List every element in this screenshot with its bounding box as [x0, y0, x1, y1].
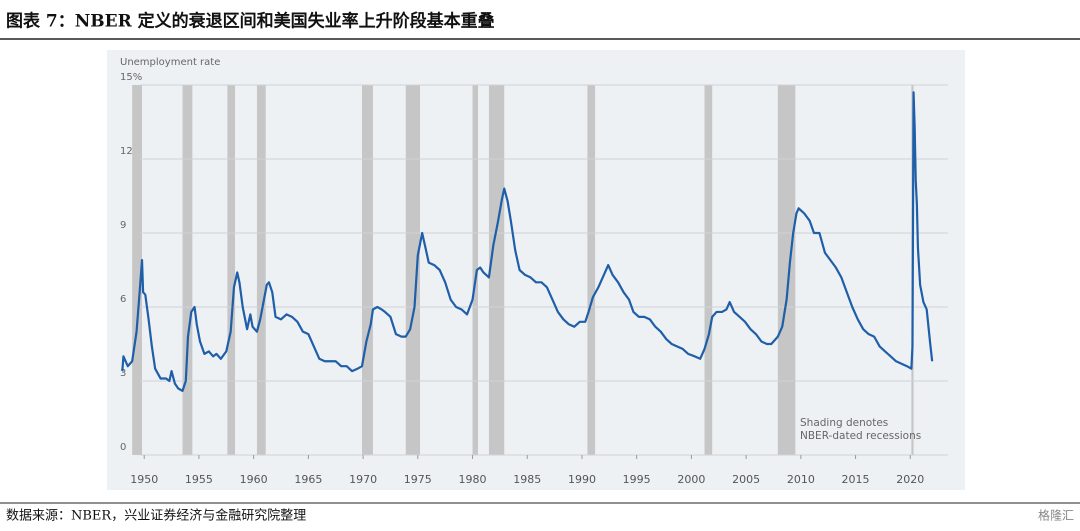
recession-band — [405, 85, 420, 455]
recession-band — [132, 85, 143, 455]
annotation: Shading denotes — [800, 417, 888, 429]
y-tick-label: 0 — [120, 442, 126, 453]
x-tick-label: 1955 — [185, 473, 213, 486]
annotation: NBER-dated recessions — [800, 430, 921, 442]
y-tick-label: 12 — [120, 146, 133, 157]
x-tick-label: 1965 — [294, 473, 322, 486]
y-tick-label: 3 — [120, 368, 126, 379]
recession-band — [227, 85, 236, 455]
recession-band — [361, 85, 373, 455]
recession-band — [472, 85, 478, 455]
x-tick-label: 2010 — [787, 473, 815, 486]
x-tick-label: 1980 — [459, 473, 487, 486]
recession-band — [488, 85, 505, 455]
watermark: 格隆汇 — [1038, 508, 1074, 523]
x-tick-label: 2015 — [842, 473, 870, 486]
x-tick-label: 1960 — [240, 473, 268, 486]
chart-panel — [107, 50, 965, 490]
figure-title: 图表 7：NBER 定义的衰退区间和美国失业率上升阶段基本重叠 — [6, 11, 495, 32]
recession-band — [256, 85, 266, 455]
recession-band — [182, 85, 193, 455]
y-tick-label: 15% — [120, 72, 142, 83]
plot-area: 0 3 6 9 12 15% 1950 1955 1960 1965 1970 1975 1980 198… — [120, 57, 948, 486]
y-tick-label: 6 — [120, 294, 126, 305]
unemployment-line — [121, 91, 934, 392]
recession-band — [704, 85, 713, 455]
recession-band — [587, 85, 596, 455]
x-tick-label: 1975 — [404, 473, 432, 486]
y-tick-label: 9 — [120, 220, 126, 231]
x-tick-label: 2000 — [677, 473, 705, 486]
x-tick-label: 1985 — [513, 473, 541, 486]
x-tick-label: 1950 — [130, 473, 158, 486]
x-tick-label: 2020 — [896, 473, 924, 486]
x-tick-label: 1970 — [349, 473, 377, 486]
source-note: 数据来源：NBER，兴业证券经济与金融研究院整理 — [6, 508, 306, 524]
x-tick-label: 2005 — [732, 473, 760, 486]
x-tick-label: 1995 — [623, 473, 651, 486]
y-axis-label: Unemployment rate — [120, 57, 220, 68]
x-tick-label: 1990 — [568, 473, 596, 486]
recession-band — [777, 85, 796, 455]
